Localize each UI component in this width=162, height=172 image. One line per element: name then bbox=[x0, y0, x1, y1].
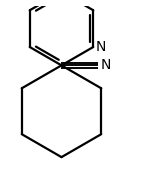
Text: N: N bbox=[100, 58, 111, 72]
Text: N: N bbox=[96, 40, 106, 54]
